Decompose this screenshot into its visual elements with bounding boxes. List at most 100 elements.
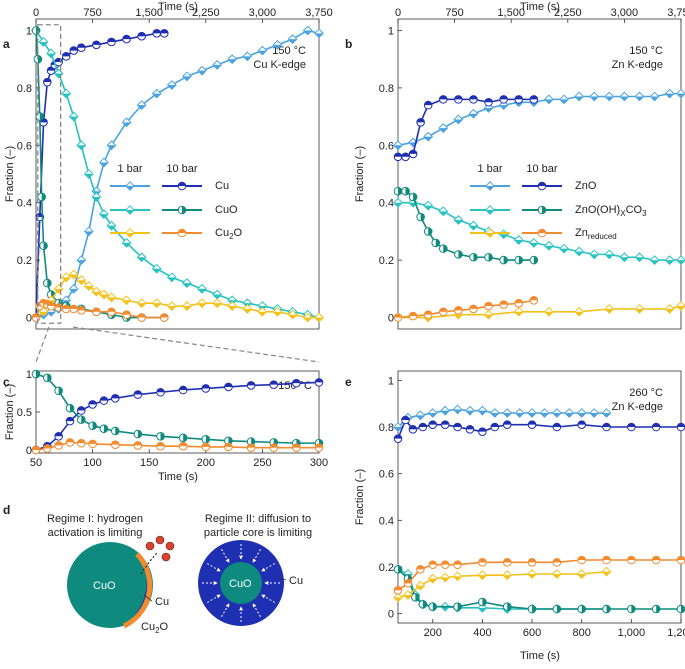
panel-c-xtick-label-4: 250 [253,457,271,469]
panel-b-series-4-point-8 [634,304,645,314]
panel-a-series-2-point-12 [136,252,147,263]
panel-c-series-1-point-13 [246,437,256,446]
panel-c-series-2-point-6 [110,440,120,449]
panel-e-series-5-point-10 [577,555,587,565]
panel-b-series-2-point-5 [468,220,479,231]
panel-e-series-1-point-3 [418,422,428,432]
panel-a-series-4-point-19 [242,304,253,314]
cu2o-layer [122,552,153,629]
panel-e-label: e [345,375,352,389]
panel-e-xlabel: Time (s) [520,650,560,662]
panel-b-series-2-point-15 [619,252,630,263]
panel-b-series-0-point-14 [604,91,615,102]
panel-a-series-4-point-20 [257,306,268,317]
panel-b-series-2-point-11 [559,243,569,254]
panel-e-series-0-point-16 [589,408,600,418]
regime2-cu-label: Cu [289,575,303,587]
panel-b-series-5-point-6 [484,301,493,311]
panel-b-series-1-point-8 [484,97,493,107]
panel-a-series-4-point-6 [76,275,87,286]
panel-b-ytick-label-4: 0.8 [379,83,394,95]
panel-a-series-0-point-7 [83,226,94,237]
panel-e-temp-annotation: 260 °C [629,387,663,399]
panel-c-series-1-point-9 [156,431,165,441]
panel-a-series-2-point-7 [83,169,94,179]
panel-c-series-1-point-11 [201,435,211,444]
panel-c-series-0-point-11 [201,384,211,393]
panel-e-series-5-point-6 [478,558,487,567]
panel-b-series-3-point-8 [469,252,478,262]
panel-b: b Time (s) Fraction (–) 150 °C Zn K-edge… [345,1,685,330]
h-atom-4 [161,552,171,562]
panel-b-series-1-point-9 [499,95,508,104]
panel-a-series-4-point-23 [302,312,313,323]
panel-e-series-1-point-16 [651,422,661,432]
panel-b-series-3-point-4 [423,227,433,236]
panel-c-series-2-point-8 [156,441,165,451]
panel-e-series-3-point-12 [627,604,636,614]
panel-c-series-2-point-12 [246,443,256,452]
panel-a-series-2-point-2 [46,48,57,59]
legend-b-label-zno: ZnO [575,180,597,192]
panel-a-series-2-point-8 [91,192,102,202]
panel-e-frame [397,370,682,624]
panel-b-series-4-point-3 [483,309,494,320]
panel-e-series-1-point-0 [393,434,403,443]
panel-b-series-2-point-12 [574,246,585,257]
panel-b-series-0-point-3 [438,123,449,133]
panel-e-series-5-point-9 [552,558,562,567]
panel-b-series-4-point-9 [664,304,675,314]
panel-e-series-1-point-2 [408,425,418,434]
panel-e: e Time (s) Fraction (–) 260 °C Zn K-edge… [345,370,685,662]
panel-b-label: b [345,37,352,51]
panel-b-ytick-label-1: 0.2 [379,255,394,267]
panel-e-series-1-point-12 [552,422,562,432]
panel-c-series-2-point-9 [178,441,188,451]
panel-a-series-1-point-12 [122,34,131,44]
legend-b-marker-10bar-1 [537,205,547,215]
panel-a-series-4-point-15 [182,301,192,311]
panel-b-series-2-point-16 [634,252,645,263]
panel-c-series-2-line [35,441,319,451]
panel-a-series-4-point-22 [287,309,298,320]
panel-d: d Regime I: hydrogen activation is limit… [3,503,312,635]
panel-a-series-3-point-0 [31,26,41,35]
panel-c-series-1-point-2 [54,386,63,396]
panel-c-xtick-label-1: 100 [83,457,101,469]
panel-e-series-4-point-1 [403,590,413,600]
panel-a-series-2-point-10 [106,220,117,231]
panel-b-series-3-line [398,190,534,261]
legend-b-marker-1bar-1 [485,205,495,215]
panel-e-series-3-point-14 [676,604,685,614]
legend-b-label-znoh: ZnO(OH)XCO3 [575,204,647,218]
legend-a-header-10bar: 10 bar [166,163,198,175]
panel-a-xtick-label-0: 0 [33,7,39,19]
panel-b-ytick-label-3: 0.6 [379,140,394,152]
panel-b-series-0-point-18 [664,88,675,99]
panel-c-xlabel: Time (s) [158,471,198,483]
panel-b-series-3-point-5 [431,238,441,248]
panel-a-plot: 00.20.40.60.810 750 1,500 2,250 3,000 3,750 [17,7,333,325]
panel-a-series-1-point-3 [43,77,52,87]
diffusion-arrow-8 [221,548,230,563]
panel-b-series-2-point-19 [676,255,685,266]
panel-e-series-3-point-3 [418,600,428,609]
h-atom-1 [145,541,155,551]
panel-e-xtick-label-1: 400 [473,627,491,639]
panel-b-series-2-point-9 [528,237,539,248]
panel-b-series-2-point-0 [393,197,403,208]
panel-b-xtick-label-2: 1,500 [497,7,525,19]
panel-b-series-1-point-3 [416,118,425,127]
panel-b-series-1-point-1 [401,152,410,162]
panel-b-series-0-point-2 [423,131,434,142]
panel-c-xtick-label-0: 50 [30,457,42,469]
panel-e-series-5-point-11 [602,555,611,565]
regime2-cu-leader [277,576,287,581]
panel-c-series-0-point-6 [99,396,109,405]
panel-e-series-3-point-8 [527,604,537,614]
panel-b-series-0-point-15 [619,91,630,102]
panel-a-series-1-line [35,32,165,318]
panel-e-series-1-point-1 [401,415,410,425]
